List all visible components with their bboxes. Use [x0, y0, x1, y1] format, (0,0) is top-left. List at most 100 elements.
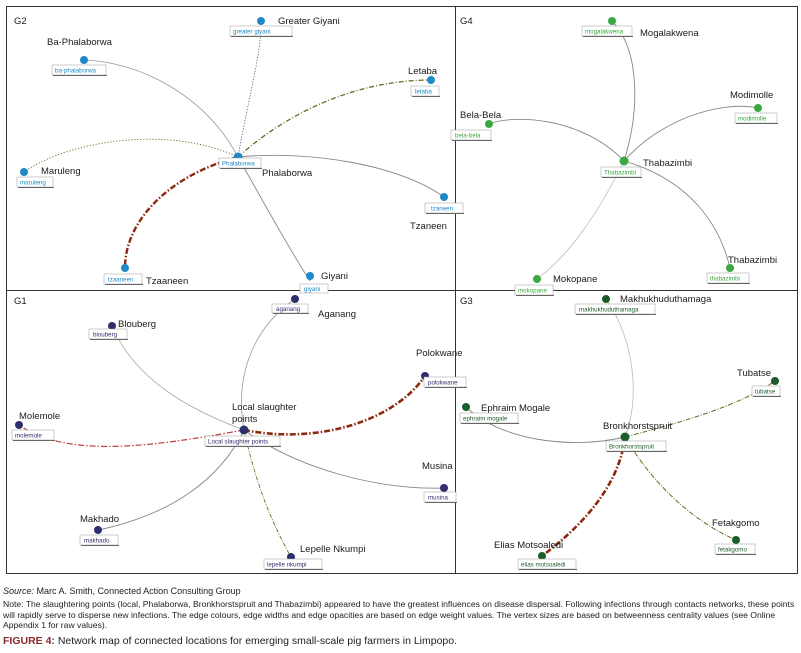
- node-greater-giyani[interactable]: Greater Giyani greater giyani: [229, 16, 340, 37]
- node-local-slaughter-points[interactable]: Local slaughter points Local slaughter p…: [204, 402, 296, 447]
- node-tag: ephraim mogale: [463, 416, 508, 423]
- node-makhukhuduthamaga[interactable]: Makhukhuduthamaga makhukhuduthamaga: [574, 294, 712, 315]
- edge-bronk-makhukhu: [605, 298, 634, 438]
- node-tzaaneen[interactable]: Tzaaneen tzaaneen: [103, 264, 188, 287]
- edge-thabazimbi-mokopane: [536, 160, 625, 280]
- node-tag: makhado: [84, 538, 110, 545]
- edge-phalaborwa-maruleng: [23, 138, 239, 173]
- node-tag: letaba: [415, 89, 432, 96]
- node-letaba[interactable]: Letaba letaba: [408, 66, 440, 97]
- node-tag: bela-bela: [455, 133, 481, 140]
- node-modimolle[interactable]: Modimolle modimolle: [730, 90, 778, 124]
- edge-phalaborwa-tzaaneen: [123, 155, 239, 269]
- node-mokopane[interactable]: Mokopane mokopane: [514, 274, 597, 296]
- edge-bronk-fetakgomo: [624, 436, 737, 541]
- figure-title: Network map of connected locations for e…: [57, 635, 458, 647]
- g4-nodes: Mogalakwena mogalakwena Modimolle modimo…: [450, 17, 778, 296]
- source-text: Marc A. Smith, Connected Action Consulti…: [36, 586, 241, 596]
- node-polokwane[interactable]: Polokwane polokwane: [416, 348, 467, 388]
- edge-thabazimbi-modimolle: [623, 105, 759, 162]
- edge-phalaborwa-baphalaborwa: [83, 59, 239, 158]
- node-label: Letaba: [408, 66, 438, 77]
- node-phalaborwa[interactable]: Phalaborwa Phalaborwa: [218, 152, 313, 180]
- node-label: Modimolle: [730, 90, 773, 101]
- edge-local-lepelle: [243, 429, 292, 558]
- node-tubatse[interactable]: Tubatse tubatse: [737, 368, 781, 397]
- node-label: Makhukhuduthamaga: [620, 294, 712, 305]
- node-tag: polokwane: [428, 380, 458, 387]
- node-label: Thabazimbi: [728, 255, 777, 266]
- edge-local-molemole: [18, 424, 245, 448]
- node-label: Tzaaneen: [146, 276, 188, 287]
- node-label: Greater Giyani: [278, 16, 340, 27]
- node-label: Phalaborwa: [262, 168, 313, 179]
- node-label: Thabazimbi: [643, 158, 692, 169]
- node-tag: ba-phalaborwa: [55, 68, 96, 75]
- node-label: Blouberg: [118, 319, 156, 330]
- node-aganang[interactable]: Aganang aganang: [271, 295, 356, 320]
- node-bronkhorstspruit[interactable]: Bronkhorstspruit Bronkhorstspruit: [603, 421, 673, 452]
- edge-phalaborwa-giyani: [237, 156, 311, 282]
- g2-edges: [23, 20, 445, 282]
- node-fetakgomo[interactable]: Fetakgomo fetakgomo: [712, 518, 760, 555]
- node-label: Mokopane: [553, 274, 597, 285]
- quadrant-label-g4: G4: [460, 16, 473, 27]
- node-thabazimbi-2[interactable]: Thabazimbi thabazimbi: [706, 255, 777, 284]
- source-label: Source:: [3, 586, 35, 596]
- quadrant-label-g2: G2: [14, 16, 27, 27]
- edge-local-makhado: [97, 429, 245, 531]
- node-blouberg[interactable]: Blouberg blouberg: [88, 319, 156, 340]
- node-mogalakwena[interactable]: Mogalakwena mogalakwena: [581, 17, 699, 39]
- node-label: Tzaneen: [410, 221, 447, 232]
- node-molemole[interactable]: Molemole molemole: [11, 411, 60, 441]
- node-musina[interactable]: Musina musina: [422, 461, 457, 503]
- figure-note: Note: The slaughtering points (local, Ph…: [3, 599, 795, 631]
- node-tag: elias motsoaledi: [521, 562, 565, 569]
- node-bela-bela[interactable]: Bela-Bela bela-bela: [450, 110, 502, 141]
- quadrant-label-g3: G3: [460, 296, 473, 307]
- node-tag: makhukhuduthamaga: [579, 307, 639, 314]
- node-maruleng[interactable]: Maruleng maruleng: [16, 166, 81, 188]
- edge-thabazimbi-thabazimbi2: [623, 160, 731, 269]
- node-tzaneen[interactable]: Tzaneen tzaneen: [410, 193, 464, 232]
- node-label: Polokwane: [416, 348, 462, 359]
- node-ba-phalaborwa[interactable]: Ba-Phalaborwa ba-phalaborwa: [47, 37, 113, 76]
- node-label: Molemole: [19, 411, 60, 422]
- node-tag: maruleng: [20, 180, 46, 187]
- node-elias-motsoaledi[interactable]: Elias Motsoaledi elias motsoaledi: [494, 540, 577, 570]
- edge-bronk-elias: [541, 436, 627, 558]
- edge-phalaborwa-letaba: [237, 79, 432, 158]
- node-tag: Local slaughter points: [208, 439, 268, 446]
- node-label: Maruleng: [41, 166, 81, 177]
- node-tag: tzaneen: [431, 206, 454, 213]
- node-tag: fetakgomo: [718, 547, 747, 554]
- node-tag: blouberg: [93, 332, 118, 339]
- figure-caption: FIGURE 4: Network map of connected locat…: [3, 635, 457, 647]
- node-giyani[interactable]: Giyani giyani: [299, 271, 348, 294]
- node-tag: greater giyani: [233, 29, 271, 36]
- node-label: Bronkhorstspruit: [603, 421, 673, 432]
- node-label-line2: points: [232, 414, 258, 425]
- figure-label: FIGURE 4:: [3, 635, 55, 647]
- node-thabazimbi[interactable]: Thabazimbi Thabazimbi: [600, 156, 692, 178]
- node-label: Local slaughter: [232, 402, 296, 413]
- caption-block: Source: Marc A. Smith, Connected Action …: [3, 586, 798, 631]
- edge-local-polokwane: [243, 375, 427, 436]
- node-label: Fetakgomo: [712, 518, 760, 529]
- node-lepelle-nkumpi[interactable]: Lepelle Nkumpi lepelle nkumpi: [263, 544, 365, 570]
- node-label: Ephraim Mogale: [481, 403, 550, 414]
- node-tag: lepelle nkumpi: [267, 562, 307, 569]
- node-tag: giyani: [304, 286, 320, 293]
- node-tag: Bronkhorstspruit: [609, 444, 654, 451]
- node-label: Giyani: [321, 271, 348, 282]
- node-ephraim-mogale[interactable]: Ephraim Mogale ephraim mogale: [459, 403, 550, 424]
- node-tag: modimolle: [738, 116, 767, 123]
- node-tag: aganang: [276, 306, 301, 313]
- node-tag: molemole: [15, 433, 42, 440]
- node-label: Aganang: [318, 309, 356, 320]
- node-tag: Thabazimbi: [604, 170, 636, 177]
- node-makhado[interactable]: Makhado makhado: [79, 514, 119, 546]
- node-label: Elias Motsoaledi: [494, 540, 563, 551]
- source-line: Source: Marc A. Smith, Connected Action …: [3, 586, 798, 596]
- node-label: Musina: [422, 461, 453, 472]
